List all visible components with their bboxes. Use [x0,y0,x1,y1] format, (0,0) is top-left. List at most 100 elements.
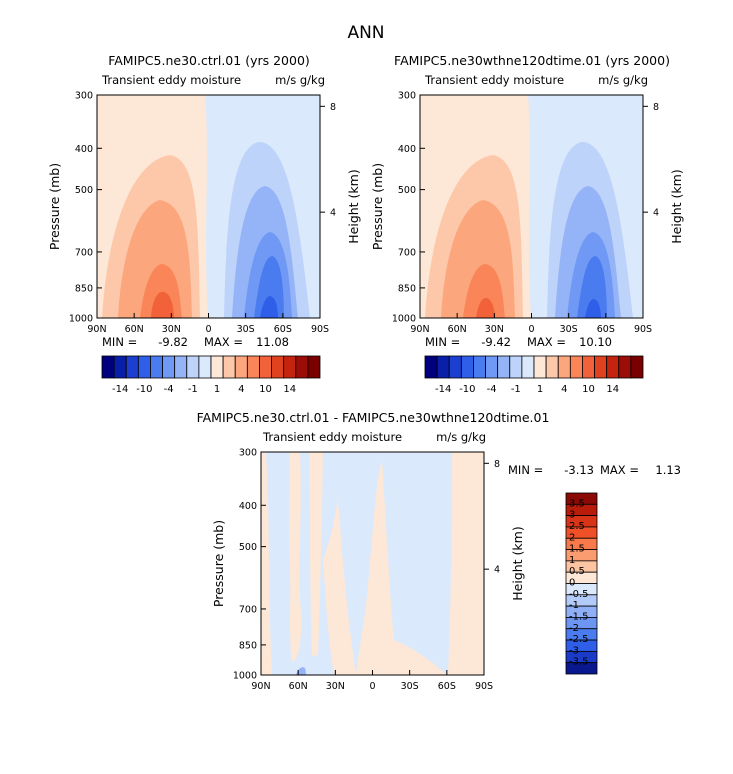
colorbar-tick-label: -10 [459,384,475,395]
x-tick-label: 90N [87,324,106,335]
x-tick-label: 30N [485,324,504,335]
panel-title: FAMIPC5.ne30.ctrl.01 (yrs 2000) [108,53,310,68]
x-tick-label: 60N [289,681,308,692]
axes: 90N 60N 30N 0 30S 60S 90S 300 400 500 700 850 1000 8 4… [47,91,361,336]
axes: 90N 60N 30N 0 30S 60S 90S 300 400 500 700 850 1000 8 4… [370,91,684,336]
colorbar-swatch [283,355,297,379]
y-tick-label: 850 [75,283,93,294]
colorbar-swatch [497,355,511,379]
colorbar-tick-label: 0.5 [569,566,585,577]
colorbar-tick-label: 14 [606,384,619,395]
panel-title: FAMIPC5.ne30.ctrl.01 - FAMIPC5.ne30wthne… [197,410,550,425]
y-right-tick-label: 4 [330,208,336,219]
colorbar-tick-label: -4 [487,384,497,395]
x-tick-label: 90S [634,324,652,335]
x-tick-label: 30N [326,681,345,692]
colorbar-swatch [307,355,321,379]
x-tick-label: 30S [401,681,419,692]
colorbar-swatch [557,355,571,379]
y-right-axis-title: Height (km) [669,169,684,243]
x-tick-label: 90S [311,324,329,335]
y-axis-title: Pressure (mb) [211,520,226,607]
colorbar: -14 -10 -4 -1 1 4 10 14 [424,355,644,395]
max-label: MAX = [204,335,243,349]
x-tick-label: 30N [162,324,181,335]
y-right-axis-title: Height (km) [346,169,361,243]
colorbar-tick-label: -3 [569,645,579,656]
colorbar-tick-label: 14 [283,384,296,395]
panel-subtitle-variable: Transient eddy moisture [424,73,564,87]
colorbar-tick-label: -0.5 [569,589,589,600]
contour-level-positive-10 [476,297,495,318]
min-value: -9.82 [158,335,188,349]
colorbar-tick-label: 10 [582,384,595,395]
colorbar-swatch [295,355,309,379]
colorbar-swatch [424,355,438,379]
min-label: MIN = [508,463,543,477]
colorbar-swatch [259,355,272,379]
contour-fill-positive-region [309,452,323,656]
colorbar-swatch [101,355,115,379]
y-tick-label: 400 [75,144,93,155]
colorbar-swatch [150,355,163,379]
axes: 90N 60N 30N 0 30S 60S 90S 300 400 500 700 850 1000 8 4… [211,448,525,693]
contour-fill-positive-region [289,452,302,662]
colorbar-tick-label: 1 [214,384,220,395]
colorbar-swatch [222,355,236,379]
contour-level-negative-10 [260,296,278,318]
max-label: MAX = [527,335,566,349]
y-right-tick-label: 4 [653,208,659,219]
colorbar-swatch [436,355,450,379]
y-right-axis-title: Height (km) [510,526,525,600]
colorbar-tick-label: -1 [569,600,579,611]
panel-experiment: FAMIPC5.ne30wthne120dtime.01 (yrs 2000) … [370,53,684,395]
y-tick-label: 850 [239,640,257,651]
colorbar-swatch [565,662,598,675]
colorbar-tick-label: -3.5 [569,657,589,668]
min-label: MIN = [102,335,137,349]
colorbar-swatch [509,355,523,379]
contour-fill-positive-region [323,498,356,675]
y-tick-label: 300 [239,448,257,459]
colorbar-swatch [473,355,486,379]
x-tick-label: 90N [251,681,270,692]
colorbar-swatch [485,355,499,379]
colorbar-tick-label: 10 [259,384,272,395]
max-value: 10.10 [579,335,612,349]
max-label: MAX = [600,463,639,477]
page-title: ANN [347,23,384,43]
colorbar-swatch [606,355,620,379]
colorbar-tick-label: 2 [569,532,575,543]
y-right-tick-label: 8 [494,459,500,470]
colorbar-swatch [545,355,559,379]
panel-subtitle-variable: Transient eddy moisture [101,73,241,87]
colorbar-tick-label: 1 [569,555,575,566]
colorbar-swatch [137,355,151,379]
colorbar-tick-label: 4 [561,384,567,395]
x-tick-label: 60S [438,681,456,692]
colorbar: 3.532.521.510.50-0.5-1-1.5-2-2.5-3-3.5 [565,492,598,675]
y-tick-label: 700 [239,604,257,615]
y-tick-label: 1000 [392,314,416,325]
y-right-tick-label: 8 [653,102,659,113]
colorbar-swatch [246,355,260,379]
colorbar-swatch [594,355,608,379]
colorbar-swatch [113,355,127,379]
y-tick-label: 1000 [69,314,93,325]
x-tick-label: 90N [410,324,429,335]
colorbar-tick-label: 2.5 [569,521,585,532]
colorbar-swatch [210,355,224,379]
colorbar-swatch [533,355,547,379]
colorbar-tick-label: -14 [112,384,128,395]
min-value: -9.42 [481,335,511,349]
x-tick-label: 30S [237,324,255,335]
colorbar-tick-label: -2.5 [569,634,589,645]
colorbar-tick-label: -1.5 [569,611,589,622]
contour-field [420,95,643,318]
y-tick-label: 500 [398,185,416,196]
x-tick-label: 60S [597,324,615,335]
colorbar-swatch [569,355,583,379]
contour-level-negative-8 [254,256,284,318]
